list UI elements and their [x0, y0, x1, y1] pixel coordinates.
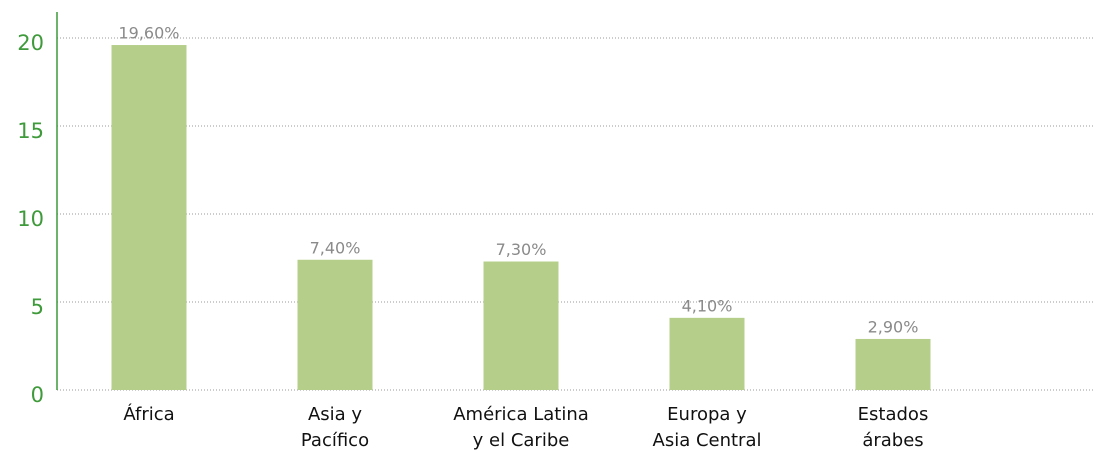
x-tick-label: América Latina	[453, 404, 589, 425]
x-tick-label: África	[123, 403, 174, 425]
value-label: 7,30%	[496, 240, 547, 259]
x-tick-label: Asia Central	[653, 430, 762, 451]
x-tick-label: Estados	[858, 404, 929, 425]
x-tick-label: Asia y	[308, 404, 362, 425]
bar	[855, 338, 931, 390]
x-tick-label: Pacífico	[301, 430, 369, 451]
y-tick-label: 0	[31, 383, 44, 407]
value-label: 7,40%	[310, 238, 361, 257]
y-tick-label: 10	[17, 207, 44, 231]
y-tick-label: 20	[17, 31, 44, 55]
value-label: 4,10%	[682, 296, 733, 315]
value-label: 19,60%	[118, 24, 179, 43]
x-tick-label: Europa y	[667, 404, 747, 425]
bar	[669, 317, 745, 390]
y-tick-label: 5	[31, 295, 44, 319]
bar	[111, 45, 187, 390]
x-tick-label: y el Caribe	[473, 430, 570, 451]
x-tick-label: árabes	[862, 430, 923, 451]
y-tick-label: 15	[17, 119, 44, 143]
bar	[297, 259, 373, 390]
bar	[483, 261, 559, 390]
value-label: 2,90%	[868, 317, 919, 336]
